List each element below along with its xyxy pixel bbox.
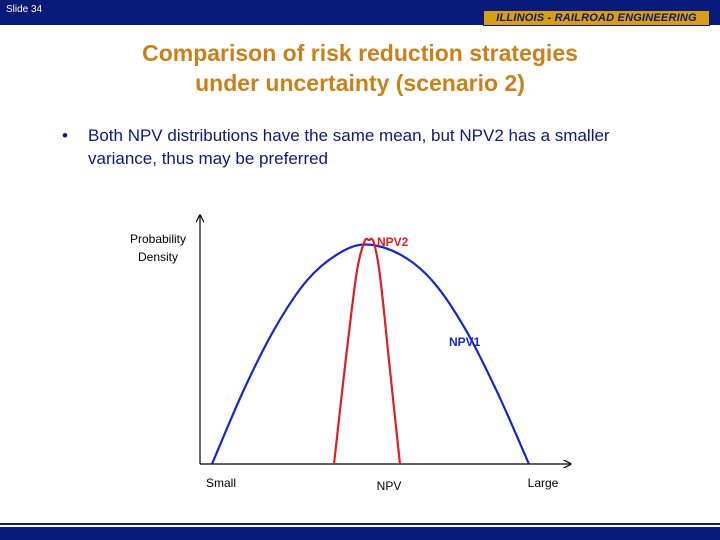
brand-text: ILLINOIS - RAILROAD ENGINEERING [496, 12, 697, 24]
bullet-text: Both NPV distributions have the same mea… [88, 126, 610, 168]
npv2-label: NPV2 [377, 235, 409, 249]
x-axis-label: NPV [377, 479, 402, 493]
brand-banner: ILLINOIS - RAILROAD ENGINEERING [483, 10, 710, 26]
y-axis-label-line1: Probability [130, 232, 186, 246]
bullet-dot-icon: • [62, 126, 68, 145]
x-tick-large: Large [528, 476, 559, 490]
x-tick-small: Small [206, 476, 236, 490]
slide-title-line2: under uncertainty (scenario 2) [195, 70, 525, 96]
slide-title-line1: Comparison of risk reduction strategies [142, 40, 578, 66]
npv2-curve [332, 237, 402, 465]
bullet-item: • Both NPV distributions have the same m… [62, 124, 662, 170]
footer-rule [0, 523, 720, 525]
slide-number: Slide 34 [6, 4, 43, 15]
bullet-list: • Both NPV distributions have the same m… [62, 124, 662, 170]
y-axis-label-line2: Density [138, 250, 178, 264]
npv1-curve [210, 243, 531, 465]
footer-bar [0, 527, 720, 540]
npv1-label: NPV1 [449, 335, 481, 349]
slide-title: Comparison of risk reduction strategies … [40, 38, 680, 98]
